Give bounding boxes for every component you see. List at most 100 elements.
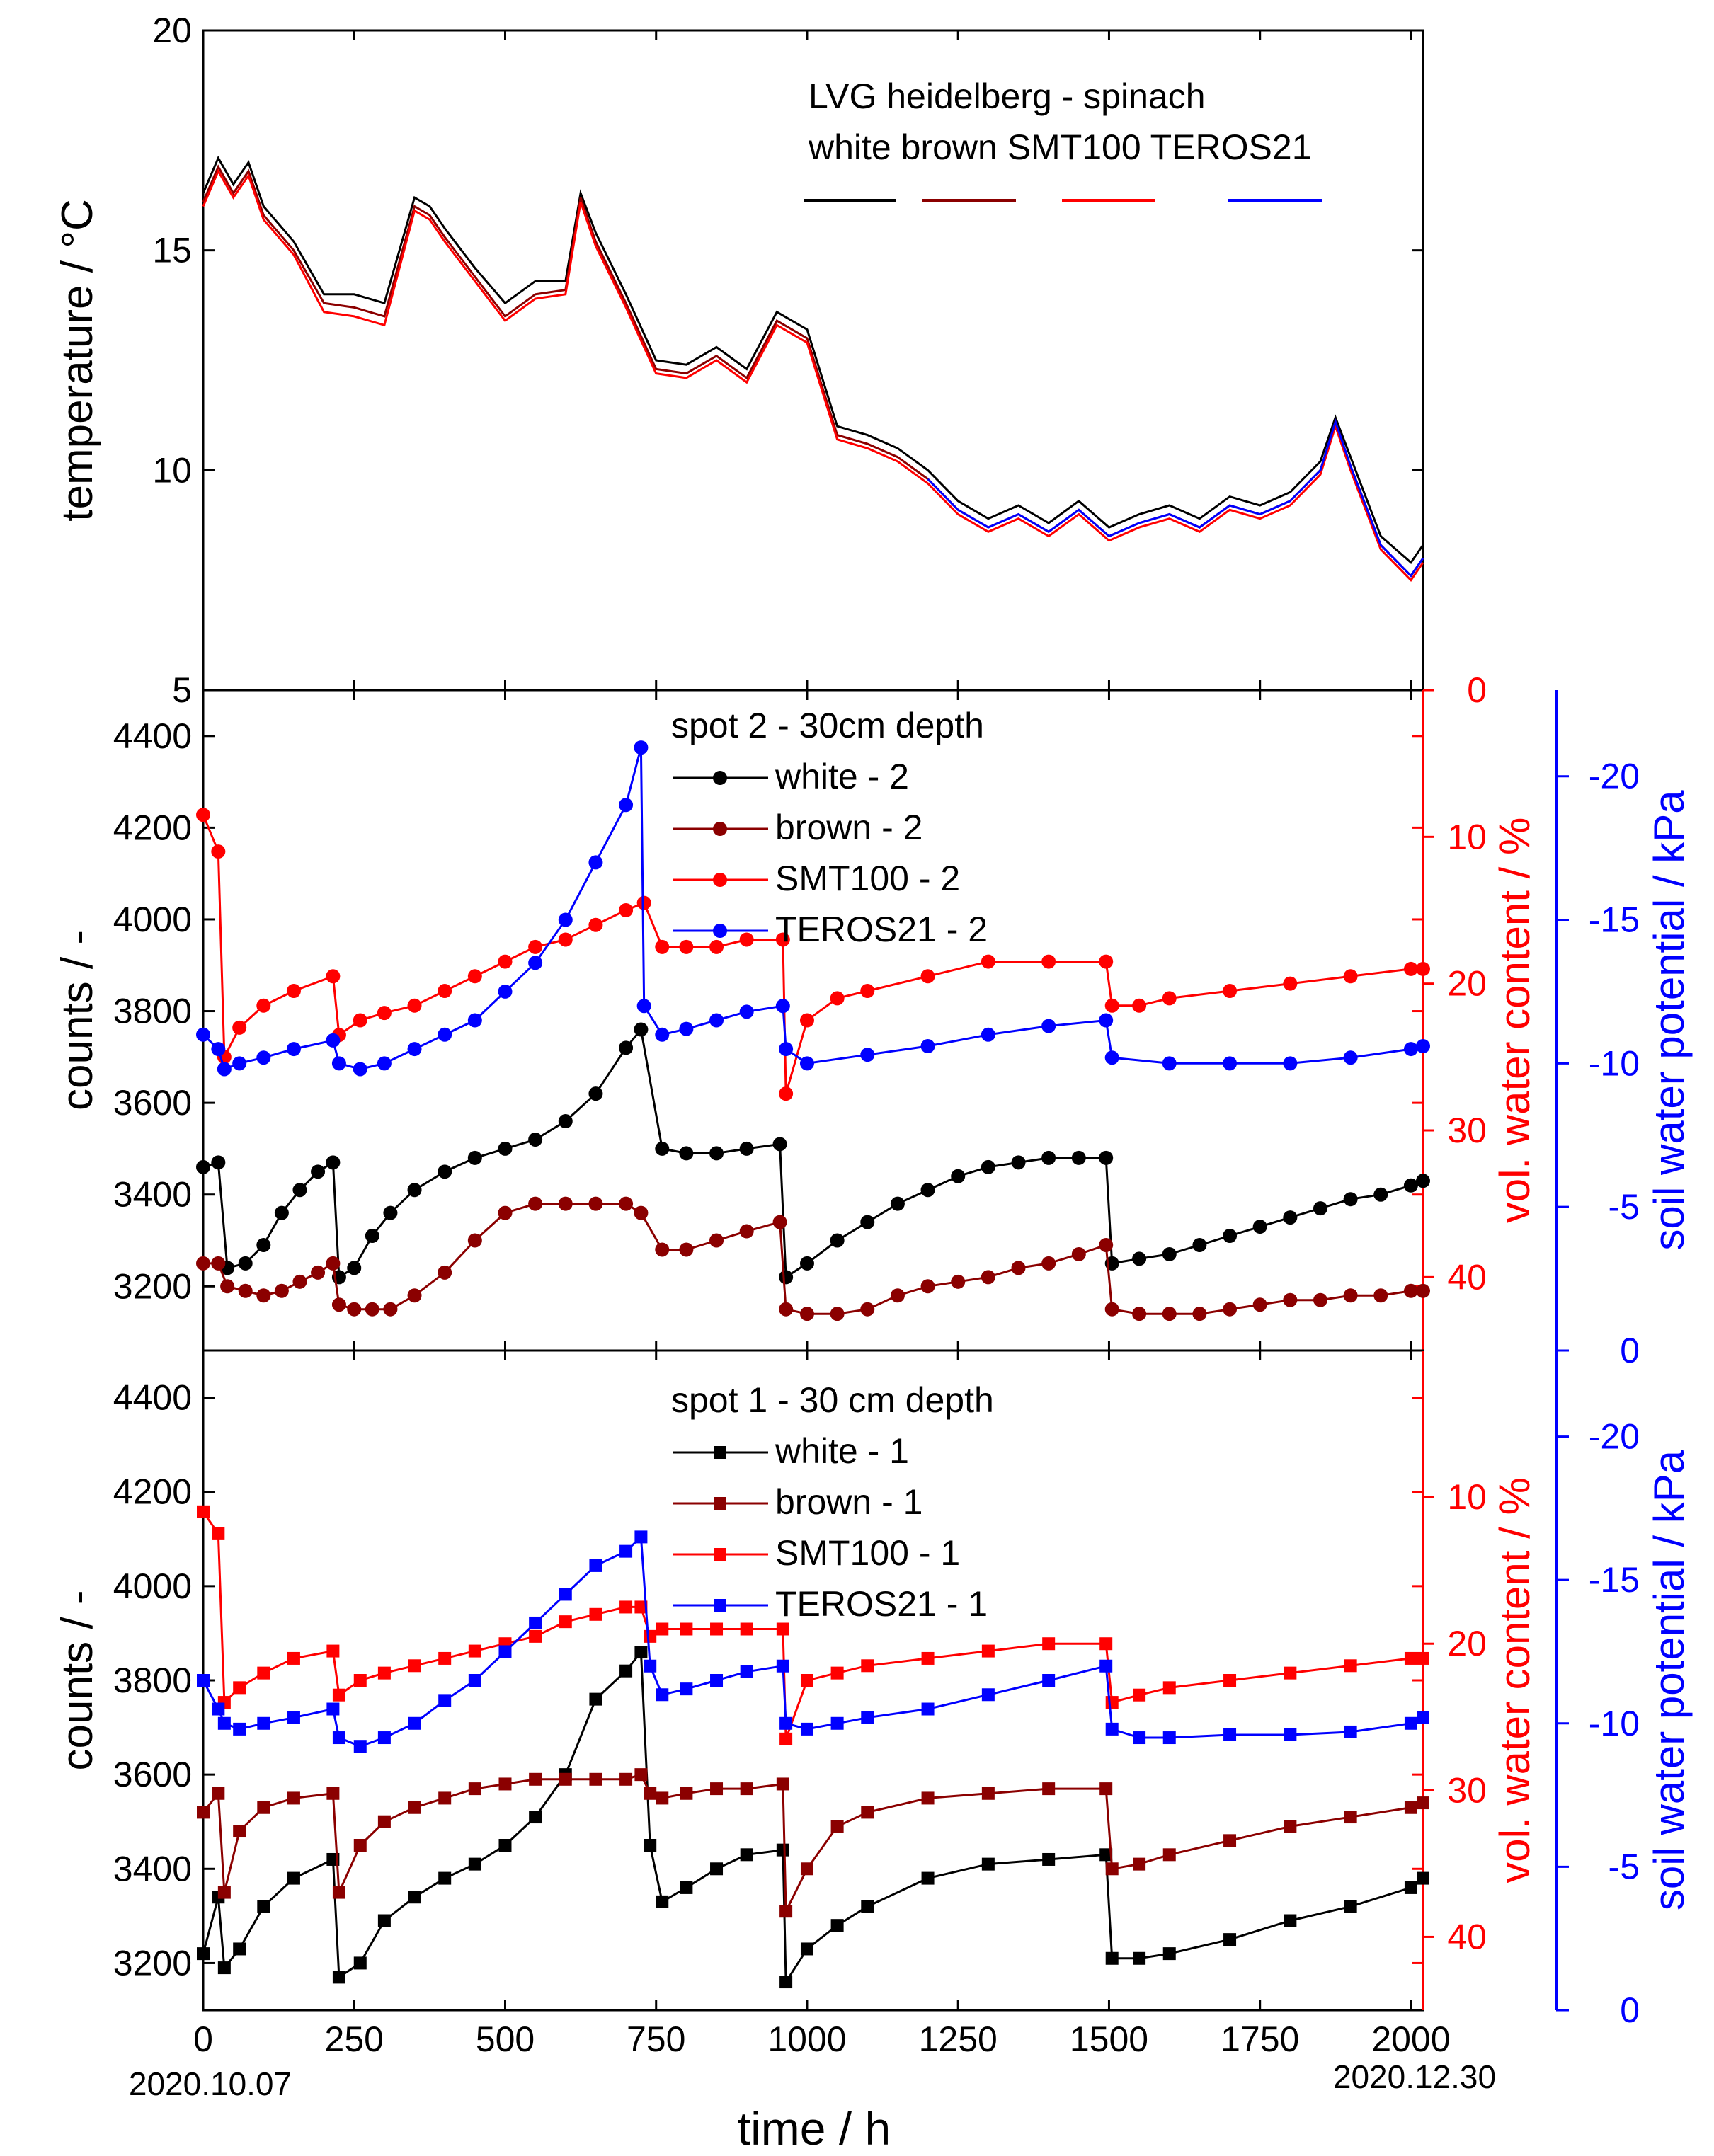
data-point <box>196 1027 210 1042</box>
data-point <box>1133 1857 1146 1871</box>
data-point <box>1403 961 1418 976</box>
data-point <box>1011 1261 1026 1275</box>
start-date-label: 2020.10.07 <box>129 2065 292 2102</box>
data-point <box>740 1622 753 1636</box>
data-point <box>353 1956 367 1970</box>
data-point <box>800 1722 813 1736</box>
data-point <box>529 1616 542 1629</box>
data-point <box>779 1042 794 1057</box>
legend-label: brown - 2 <box>775 808 922 847</box>
data-point <box>1162 1681 1176 1695</box>
data-point <box>498 954 513 969</box>
x-axis-label: time / h <box>738 2102 891 2155</box>
data-point <box>467 1150 482 1165</box>
data-point <box>558 1114 573 1129</box>
x-tick-label: 1750 <box>1221 2019 1299 2059</box>
data-point <box>830 1820 844 1833</box>
data-point <box>709 939 724 954</box>
data-point <box>860 1048 875 1062</box>
vwc-tick-label: 0 <box>1467 670 1487 710</box>
data-point <box>619 1544 633 1558</box>
data-point <box>800 1862 813 1876</box>
data-point <box>1313 1201 1327 1216</box>
data-point <box>196 1256 210 1271</box>
data-point <box>274 1205 289 1220</box>
data-point <box>1373 1187 1388 1202</box>
data-point <box>1223 1302 1238 1317</box>
data-point <box>353 1740 367 1753</box>
data-point <box>257 1716 270 1730</box>
data-point <box>772 1215 787 1229</box>
series-line-white <box>202 155 1424 565</box>
vwc-axis-label: vol. water content / % <box>1491 818 1538 1224</box>
data-point <box>1099 1637 1113 1651</box>
y-tick-label: 3400 <box>113 1175 192 1215</box>
data-point <box>1252 1297 1267 1312</box>
data-point <box>196 1159 210 1174</box>
data-point <box>1416 1039 1430 1054</box>
chart-panel-top: 5 10 15 20 temperature / °C LVG heidelberg - … <box>53 11 1424 710</box>
data-point <box>619 903 634 917</box>
data-point <box>619 1600 633 1614</box>
data-point <box>211 1155 226 1170</box>
data-point <box>217 1062 232 1077</box>
data-point <box>238 1256 253 1271</box>
data-point <box>634 1530 648 1544</box>
data-point <box>1343 1288 1358 1303</box>
data-point <box>407 1183 422 1198</box>
data-point <box>779 1732 793 1745</box>
data-point <box>636 895 651 910</box>
data-point <box>861 1659 874 1673</box>
data-point <box>776 1843 789 1857</box>
data-point <box>498 1141 513 1156</box>
data-point <box>292 1274 307 1289</box>
data-point <box>830 1233 845 1248</box>
data-point <box>528 939 543 954</box>
data-point <box>1404 1801 1417 1814</box>
data-point <box>1133 1688 1146 1702</box>
data-point <box>468 1644 481 1658</box>
data-point <box>498 1205 513 1220</box>
data-point <box>779 1905 793 1918</box>
data-point <box>644 1659 657 1673</box>
data-point <box>1192 1307 1207 1321</box>
swp-tick-label: 0 <box>1620 1990 1640 2030</box>
data-point <box>656 1622 669 1636</box>
x-tick-label: 0 <box>193 2019 213 2059</box>
y-tick-label: 3800 <box>113 992 192 1031</box>
data-point <box>619 1664 633 1678</box>
data-point <box>238 1283 253 1298</box>
data-point <box>776 1622 789 1636</box>
data-point <box>467 1233 482 1248</box>
x-tick-label: 250 <box>325 2019 384 2059</box>
data-point <box>217 1716 231 1730</box>
data-point <box>1042 1637 1056 1651</box>
data-point <box>408 1659 421 1673</box>
data-point <box>498 1839 512 1852</box>
data-point <box>740 1782 753 1796</box>
vwc-tick-label: 40 <box>1447 1257 1487 1297</box>
data-point <box>779 1302 794 1317</box>
y-tick-label: 4000 <box>113 1566 192 1606</box>
data-point <box>257 1801 270 1814</box>
data-point <box>353 1674 367 1687</box>
data-point <box>498 984 513 999</box>
data-point <box>377 1914 391 1927</box>
data-point <box>772 1137 787 1152</box>
data-point <box>656 1688 669 1702</box>
data-point <box>981 1857 995 1871</box>
data-point <box>438 1871 452 1885</box>
data-point <box>1099 1237 1114 1252</box>
data-point <box>981 1270 995 1285</box>
data-point <box>981 1027 995 1042</box>
swp-tick-label: -15 <box>1589 1560 1640 1600</box>
y-axis-label: counts / - <box>53 930 102 1111</box>
data-point <box>1162 1307 1177 1321</box>
data-point <box>709 1146 724 1161</box>
data-point <box>438 1694 452 1707</box>
data-point <box>775 932 790 947</box>
data-point <box>232 1020 247 1035</box>
data-point <box>233 1681 246 1695</box>
data-point <box>776 1659 789 1673</box>
data-point <box>1223 1056 1238 1071</box>
